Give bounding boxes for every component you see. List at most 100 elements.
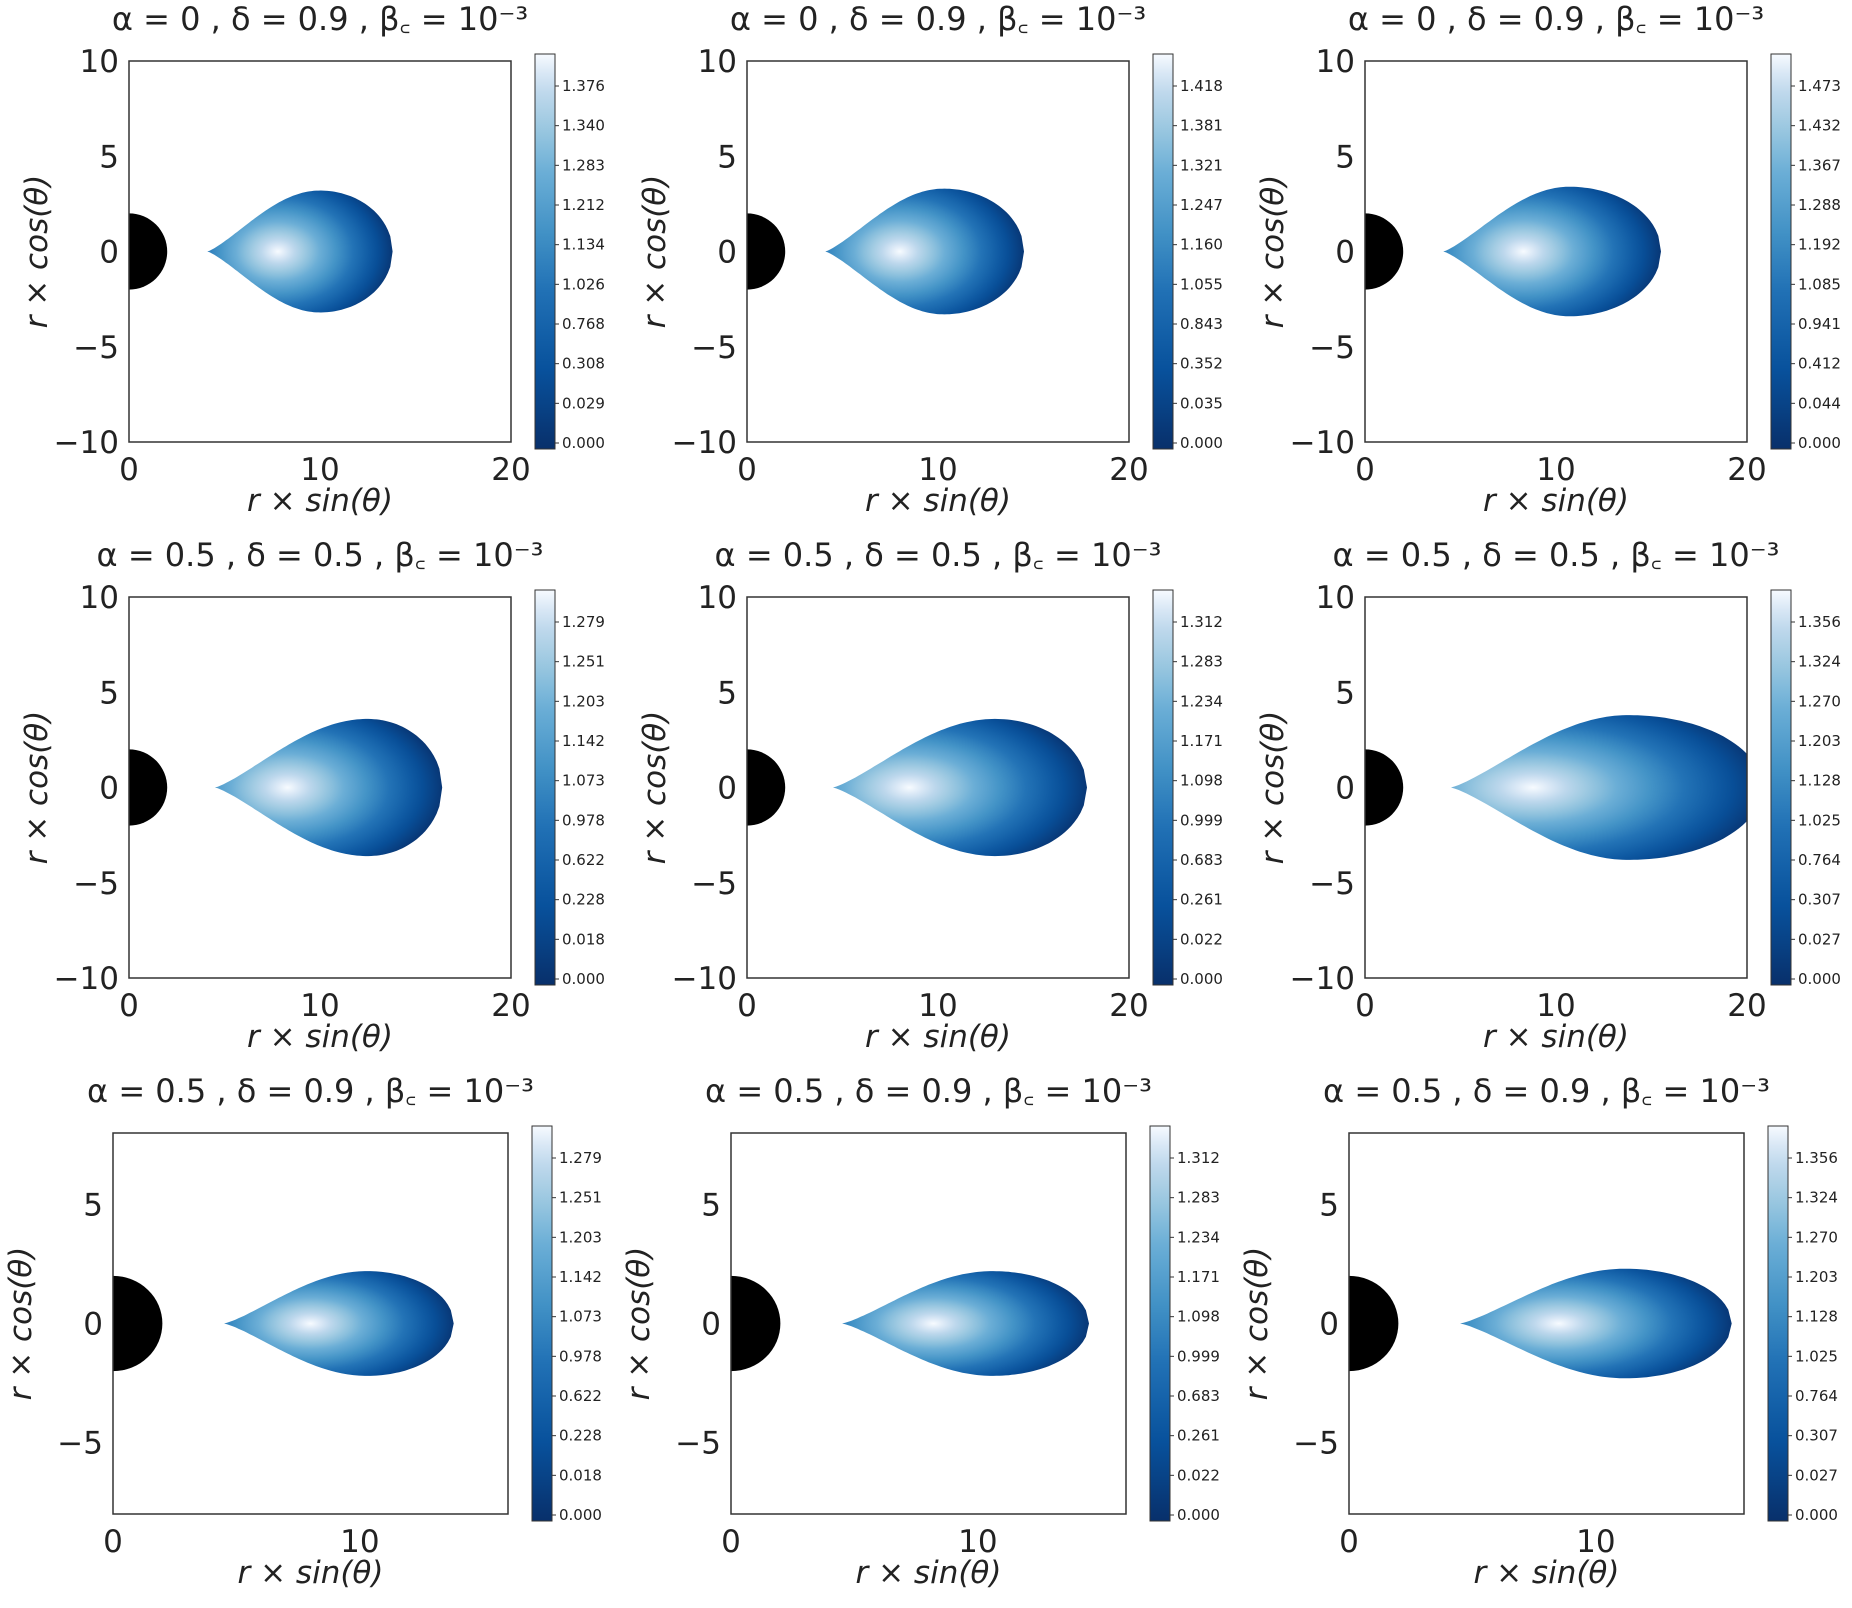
colorbar	[1770, 589, 1792, 986]
x-tick-label: 0	[737, 452, 757, 488]
colorbar-tick-label: 1.142	[562, 732, 605, 750]
colorbar-tick-label: 1.160	[1180, 236, 1223, 254]
colorbar-tick-label: 1.128	[1798, 772, 1841, 790]
colorbar-tick-label: 1.324	[1795, 1189, 1838, 1207]
y-tick-label: −5	[1293, 1426, 1339, 1462]
colorbar-tick-label: 1.203	[562, 692, 605, 710]
torus-density-contour	[825, 188, 1024, 315]
colorbar-tick-label: 0.000	[562, 434, 605, 452]
colorbar-tick-label: 0.000	[1180, 434, 1223, 452]
colorbar-tick-label: 0.764	[1795, 1387, 1838, 1405]
panel-7: α = 0.5 , δ = 0.9 , β꜀ = 10⁻³ 0 10 −5 0 5 r × …	[3, 1072, 602, 1591]
panel-3: α = 0 , δ = 0.9 , β꜀ = 10⁻³ 0 10 20 −10 −5 0 5 1…	[1255, 0, 1841, 519]
torus-density-contour	[214, 718, 443, 857]
black-hole	[129, 749, 168, 826]
colorbar-tick-label: 1.085	[1798, 275, 1841, 293]
y-tick-label: −5	[691, 866, 737, 902]
y-tick-label: −5	[73, 866, 119, 902]
colorbar-tick-label: 1.234	[1180, 692, 1223, 710]
colorbar-tick-label: 1.340	[562, 117, 605, 135]
colorbar-tick-label: 0.308	[562, 355, 605, 373]
y-axis-label: r × cos(θ)	[621, 1247, 657, 1401]
black-hole	[1349, 1275, 1399, 1372]
colorbar-tick-label: 0.000	[1177, 1506, 1220, 1524]
torus-density-contour	[842, 1271, 1089, 1376]
panel-6: α = 0.5 , δ = 0.5 , β꜀ = 10⁻³ 0 10 20 −10 −5 0…	[1255, 536, 1841, 1055]
colorbar-tick-label: 1.171	[1177, 1268, 1220, 1286]
colorbar-tick-label: 1.212	[562, 196, 605, 214]
colorbar-tick-label: 0.000	[1180, 970, 1223, 988]
x-tick-label: 20	[1727, 452, 1766, 488]
y-tick-label: −5	[1309, 866, 1355, 902]
colorbar-tick-label: 1.356	[1795, 1149, 1838, 1167]
colorbar	[534, 53, 556, 450]
colorbar-tick-label: 1.055	[1180, 275, 1223, 293]
x-axis-label: r × sin(θ)	[865, 483, 1011, 519]
colorbar-tick-label: 1.171	[1180, 732, 1223, 750]
y-axis-label: r × cos(θ)	[637, 711, 673, 865]
x-tick-label: 10	[300, 988, 339, 1024]
x-tick-label: 0	[119, 988, 139, 1024]
colorbar-tick-label: 1.026	[562, 275, 605, 293]
torus-density-contour	[207, 190, 393, 313]
colorbar	[531, 1125, 553, 1522]
colorbar-tick-label: 0.978	[559, 1347, 602, 1365]
colorbar-tick-label: 1.418	[1180, 77, 1223, 95]
colorbar-tick-label: 1.283	[562, 156, 605, 174]
y-tick-label: 10	[80, 44, 119, 80]
y-tick-label: 0	[1335, 235, 1355, 271]
torus-density-contour	[1460, 1268, 1732, 1379]
x-tick-label: 10	[1536, 452, 1575, 488]
colorbar-tick-label: 1.251	[562, 653, 605, 671]
colorbar-tick-label: 0.412	[1798, 355, 1841, 373]
colorbar-tick-label: 1.270	[1798, 692, 1841, 710]
colorbar-tick-label: 1.073	[559, 1308, 602, 1326]
x-tick-label: 10	[300, 452, 339, 488]
colorbar-tick-label: 1.473	[1798, 77, 1841, 95]
y-tick-label: −10	[54, 961, 119, 997]
y-tick-label: 0	[717, 771, 737, 807]
colorbar-tick-label: 1.098	[1180, 772, 1223, 790]
y-tick-label: −10	[672, 425, 737, 461]
x-tick-label: 10	[1576, 1524, 1615, 1560]
y-tick-label: 10	[80, 580, 119, 616]
colorbar	[1152, 53, 1174, 450]
colorbar-tick-label: 1.432	[1798, 117, 1841, 135]
y-tick-label: 5	[1335, 139, 1355, 175]
colorbar-tick-label: 1.381	[1180, 117, 1223, 135]
colorbar-tick-label: 0.022	[1180, 930, 1223, 948]
y-tick-label: −5	[57, 1426, 103, 1462]
y-tick-label: 5	[1319, 1187, 1339, 1223]
colorbar-tick-label: 0.352	[1180, 355, 1223, 373]
colorbar-tick-label: 0.307	[1795, 1427, 1838, 1445]
x-tick-label: 20	[1109, 988, 1148, 1024]
axes-frame	[746, 60, 1130, 443]
x-axis-label: r × sin(θ)	[1474, 1555, 1620, 1591]
colorbar-tick-label: 0.622	[562, 851, 605, 869]
x-tick-label: 0	[1339, 1524, 1359, 1560]
panel-5: α = 0.5 , δ = 0.5 , β꜀ = 10⁻³ 0 10 20 −10 −5 0…	[637, 536, 1223, 1055]
y-tick-label: −10	[1290, 961, 1355, 997]
x-axis-label: r × sin(θ)	[247, 1019, 393, 1055]
axes-frame	[1348, 1132, 1745, 1515]
colorbar-tick-label: 1.356	[1798, 613, 1841, 631]
y-axis-label: r × cos(θ)	[19, 175, 55, 329]
x-tick-label: 0	[103, 1524, 123, 1560]
x-tick-label: 10	[918, 988, 957, 1024]
y-axis-label: r × cos(θ)	[3, 1247, 39, 1401]
y-tick-label: 0	[717, 235, 737, 271]
x-tick-label: 0	[737, 988, 757, 1024]
x-tick-label: 20	[491, 452, 530, 488]
colorbar-tick-label: 0.228	[562, 891, 605, 909]
axes-frame	[128, 60, 512, 443]
x-tick-label: 0	[1355, 988, 1375, 1024]
axes-frame	[1364, 60, 1748, 443]
y-axis-label: r × cos(θ)	[1239, 1247, 1275, 1401]
colorbar-tick-label: 1.376	[562, 77, 605, 95]
y-tick-label: 0	[1335, 771, 1355, 807]
colorbar-tick-label: 0.000	[559, 1506, 602, 1524]
colorbar-tick-label: 0.000	[1795, 1506, 1838, 1524]
x-tick-label: 0	[119, 452, 139, 488]
